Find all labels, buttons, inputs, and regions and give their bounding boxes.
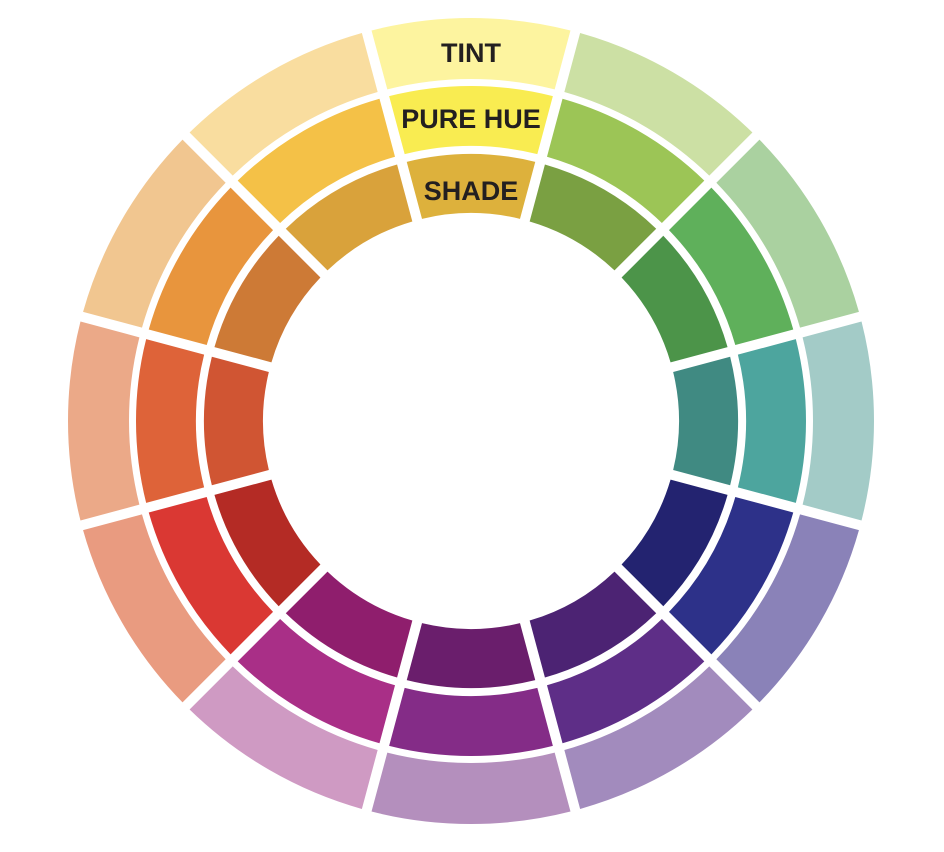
tint-segment-9 <box>83 514 226 703</box>
tint-segment-3 <box>716 139 859 328</box>
wheel-segments <box>68 18 874 824</box>
pure-hue-segment-1 <box>389 86 553 155</box>
tint-segment-5 <box>716 514 859 703</box>
pure-hue-segment-10 <box>136 339 205 503</box>
shade-segment-4 <box>673 356 738 486</box>
tint-segment-1 <box>371 18 571 90</box>
shade-segment-2 <box>529 164 657 271</box>
tint-segment-4 <box>802 321 874 521</box>
pure-hue-segment-4 <box>737 339 806 503</box>
pure-hue-segment-11 <box>148 187 274 346</box>
pure-hue-segment-5 <box>668 496 794 655</box>
tint-segment-6 <box>564 666 753 809</box>
pure-hue-segment-7 <box>389 687 553 756</box>
shade-label: SHADE <box>424 176 519 206</box>
tint-segment-10 <box>68 321 140 521</box>
shade-segment-9 <box>214 479 321 607</box>
pure-hue-segment-8 <box>237 618 396 744</box>
tint-segment-8 <box>189 666 378 809</box>
shade-segment-6 <box>529 571 657 678</box>
pure-hue-segment-2 <box>546 98 705 224</box>
tint-segment-2 <box>564 33 753 176</box>
pure-hue-segment-3 <box>668 187 794 346</box>
pure-hue-segment-12 <box>237 98 396 224</box>
tint-segment-12 <box>189 33 378 176</box>
pure-hue-label: PURE HUE <box>401 104 541 134</box>
shade-segment-1 <box>406 154 536 219</box>
tint-segment-7 <box>371 752 571 824</box>
shade-segment-7 <box>406 623 536 688</box>
shade-segment-5 <box>621 479 728 607</box>
tint-segment-11 <box>83 139 226 328</box>
shade-segment-11 <box>214 235 321 363</box>
pure-hue-segment-9 <box>148 496 274 655</box>
shade-segment-12 <box>285 164 413 271</box>
shade-segment-8 <box>285 571 413 678</box>
shade-segment-10 <box>204 356 269 486</box>
tint-label: TINT <box>441 38 501 68</box>
pure-hue-segment-6 <box>546 618 705 744</box>
shade-segment-3 <box>621 235 728 363</box>
